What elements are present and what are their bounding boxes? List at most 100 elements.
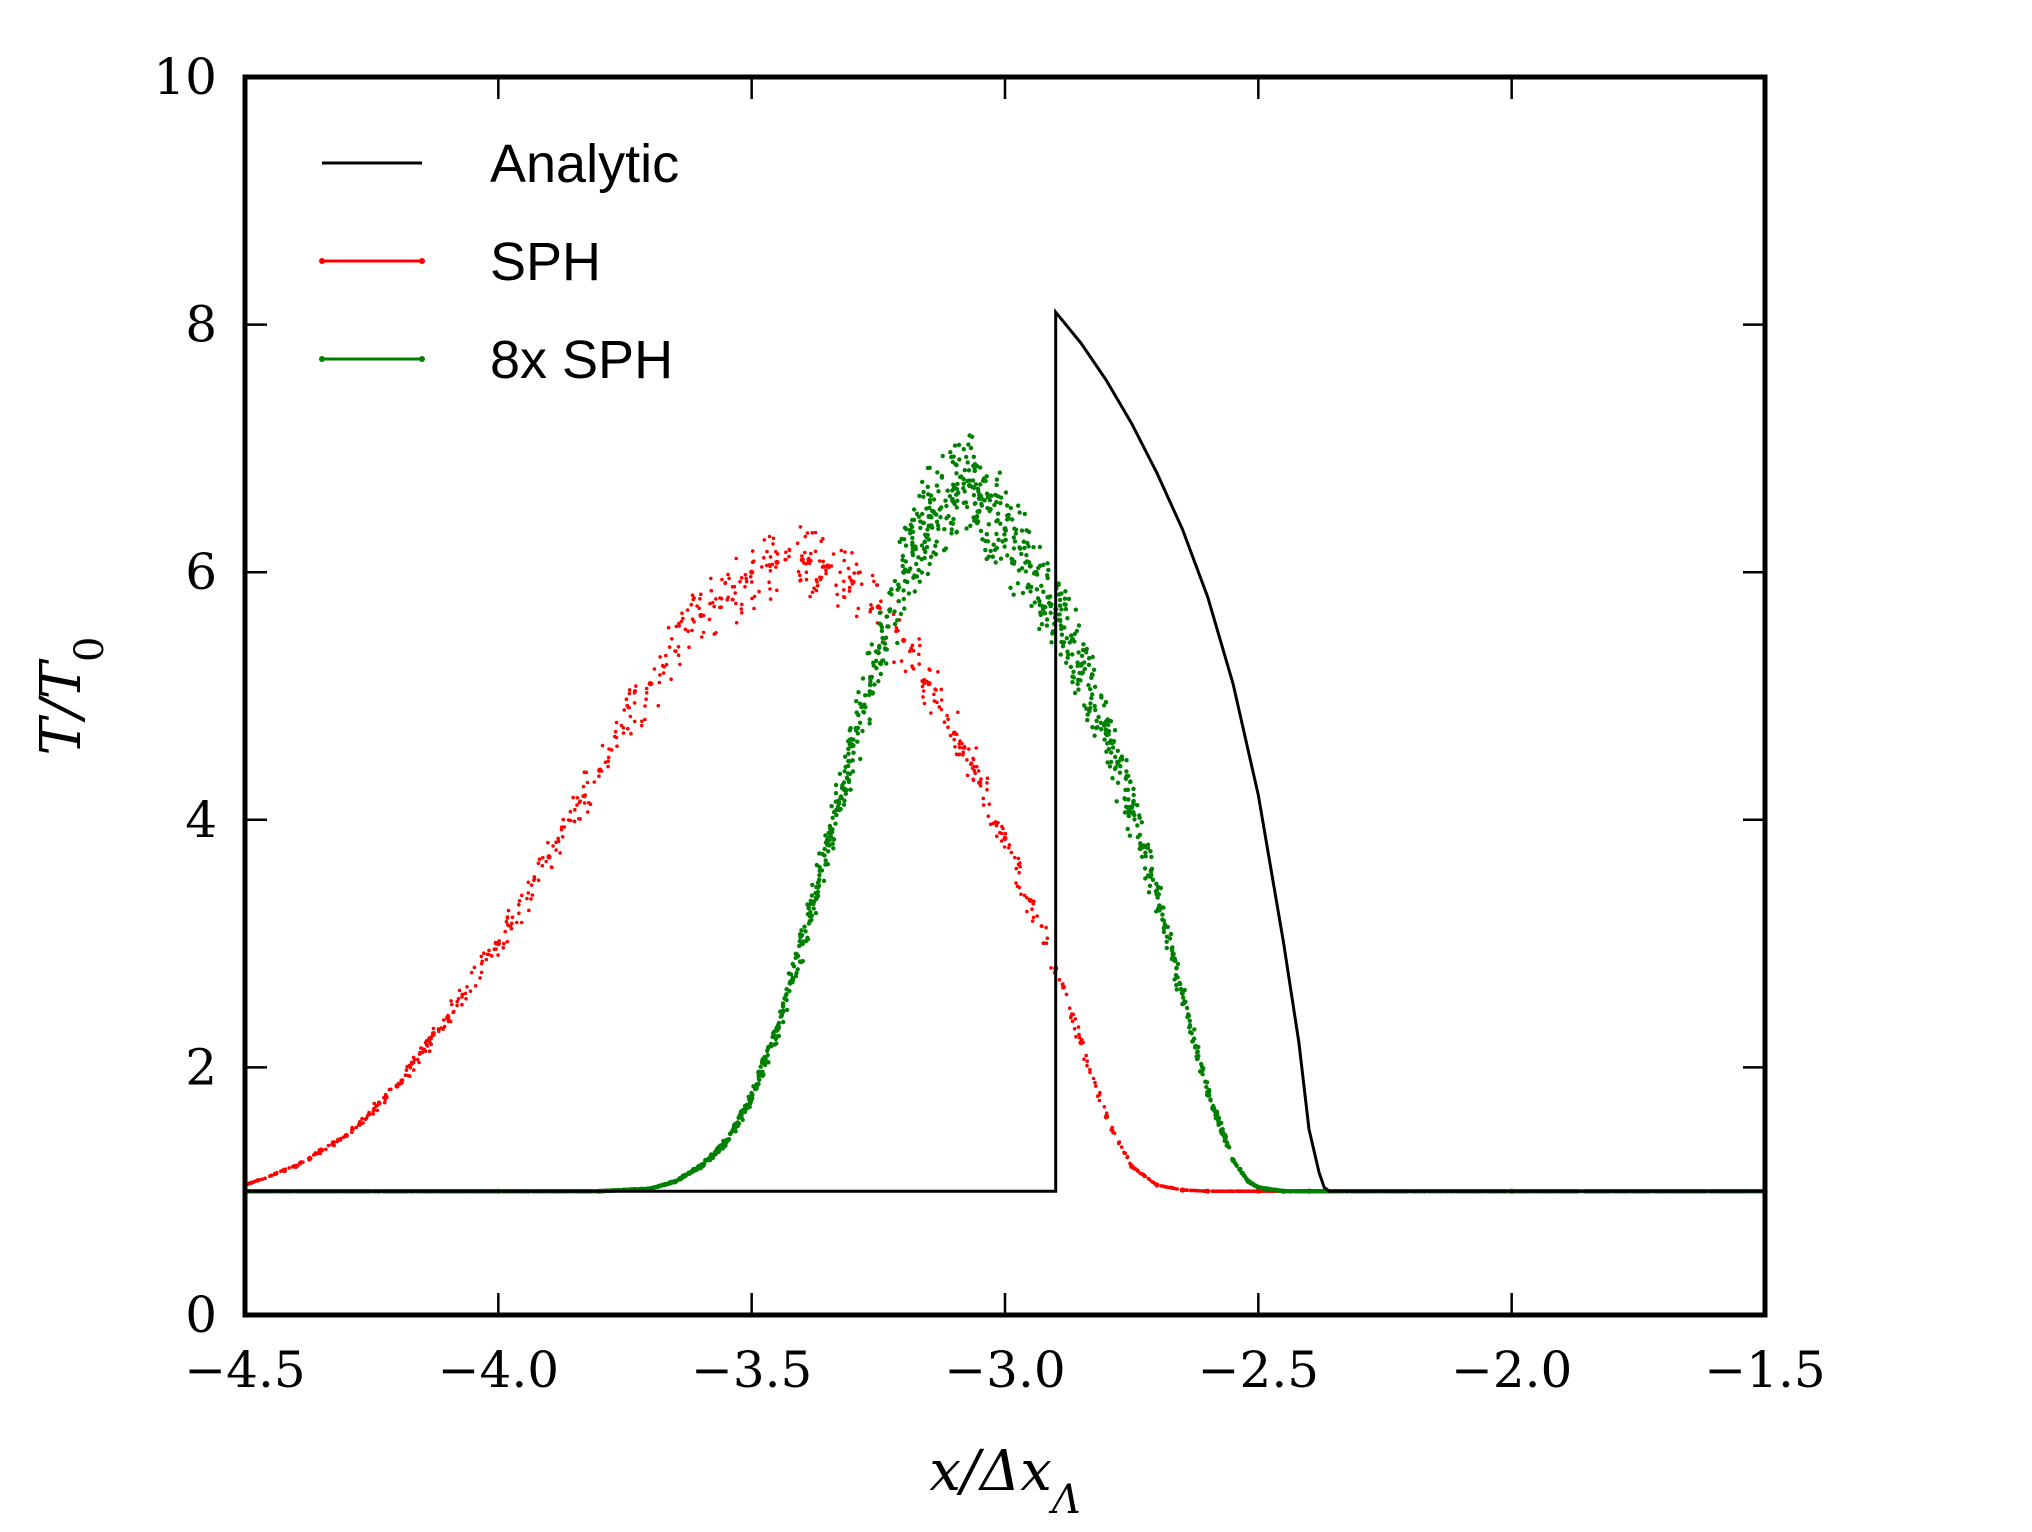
data-point (366, 1113, 370, 1118)
data-point (752, 594, 757, 599)
data-point (1091, 667, 1097, 672)
data-point (875, 650, 881, 656)
data-point (1131, 812, 1136, 817)
data-point (961, 753, 965, 757)
data-point (833, 791, 839, 796)
data-point (1048, 610, 1053, 615)
data-point (733, 591, 737, 595)
data-point (973, 771, 977, 776)
data-point (1018, 864, 1022, 869)
data-point (1025, 896, 1029, 900)
data-point (1161, 926, 1167, 931)
data-point (847, 771, 853, 776)
data-point (1065, 655, 1070, 660)
data-point (364, 1116, 369, 1120)
data-point (809, 558, 813, 563)
data-point (947, 494, 953, 499)
data-point (1073, 1017, 1078, 1021)
data-point (926, 681, 932, 687)
data-point (766, 1060, 771, 1065)
data-point (760, 1073, 765, 1079)
data-point (951, 516, 956, 522)
data-point (1031, 545, 1036, 550)
data-point (621, 726, 626, 730)
data-point (954, 530, 959, 535)
data-point (925, 571, 931, 577)
data-point (517, 902, 521, 907)
data-point (682, 1172, 687, 1178)
data-point (933, 543, 938, 549)
data-point (1072, 1027, 1077, 1031)
data-point (910, 643, 915, 648)
data-point (775, 552, 780, 556)
data-point (495, 941, 501, 947)
data-point (997, 470, 1002, 475)
data-point (639, 723, 644, 728)
data-point (1154, 909, 1159, 914)
data-point (1005, 503, 1010, 508)
data-point (815, 885, 821, 890)
data-point (750, 580, 754, 584)
data-point (1060, 644, 1066, 649)
data-point (1093, 1080, 1097, 1085)
data-point (811, 899, 817, 904)
data-point (845, 776, 850, 781)
data-point (985, 781, 989, 785)
data-point (1131, 786, 1136, 792)
data-point (698, 1163, 704, 1169)
data-point (771, 1031, 776, 1036)
data-point (951, 454, 956, 459)
data-point (815, 889, 821, 895)
data-point (1031, 915, 1036, 920)
data-point (690, 617, 695, 621)
data-point (850, 758, 855, 763)
data-point (979, 777, 983, 781)
data-point (808, 910, 813, 915)
data-point (1105, 760, 1110, 765)
data-point (408, 1074, 412, 1078)
data-point (781, 1019, 786, 1025)
data-point (967, 433, 972, 438)
data-point (879, 658, 885, 664)
data-point (1115, 748, 1121, 753)
data-point (859, 582, 864, 586)
data-point (842, 595, 847, 600)
data-point (831, 810, 837, 815)
data-point (964, 526, 969, 531)
data-point (835, 592, 839, 597)
data-point (1252, 1189, 1257, 1193)
data-point (698, 597, 702, 601)
data-point (530, 893, 535, 897)
data-point (1060, 982, 1065, 986)
data-point (943, 498, 948, 503)
data-point (1002, 526, 1008, 532)
data-point (1070, 1019, 1075, 1023)
data-point (719, 605, 723, 609)
data-point (568, 818, 573, 823)
y-tick-label: 4 (185, 791, 217, 849)
data-point (1126, 797, 1131, 802)
data-point (463, 991, 468, 996)
data-point (357, 1123, 362, 1127)
data-point (942, 720, 947, 724)
data-point (1125, 1154, 1130, 1159)
data-point (884, 614, 889, 619)
data-point (850, 769, 856, 774)
data-point (1106, 722, 1111, 728)
data-point (1023, 569, 1029, 574)
data-point (1094, 725, 1099, 731)
data-point (731, 1123, 737, 1129)
data-point (1086, 662, 1092, 667)
data-point (835, 804, 841, 809)
data-point (549, 865, 554, 869)
data-point (925, 484, 930, 489)
data-point (562, 825, 567, 829)
data-point (995, 834, 999, 838)
data-point (423, 1049, 428, 1053)
data-point (460, 1002, 464, 1007)
x-tick-label: −4.5 (184, 1341, 305, 1399)
data-point (921, 494, 926, 499)
data-point (1092, 703, 1097, 709)
data-point (1255, 1188, 1261, 1194)
data-point (1077, 670, 1082, 676)
